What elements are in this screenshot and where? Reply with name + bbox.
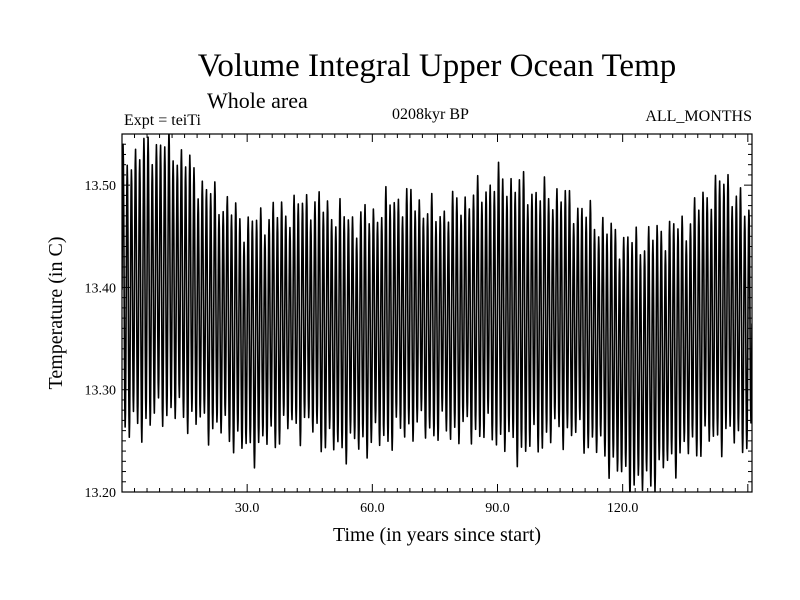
x-tick-label: 90.0 xyxy=(485,501,510,516)
chart-title: Volume Integral Upper Ocean Temp xyxy=(197,48,677,84)
x-axis-label: Time (in years since start) xyxy=(333,524,541,546)
x-tick-label: 60.0 xyxy=(360,501,385,516)
y-tick-label: 13.50 xyxy=(85,179,117,194)
y-tick-label: 13.30 xyxy=(85,384,117,399)
chart-subtitle: Whole area xyxy=(207,88,308,113)
y-axis-label: Temperature (in C) xyxy=(45,237,67,390)
plot-frame xyxy=(121,133,753,493)
y-tick-label: 13.20 xyxy=(85,486,117,501)
y-tick-label: 13.40 xyxy=(85,281,117,296)
series-line xyxy=(122,134,752,492)
period-label: 0208kyr BP xyxy=(392,106,469,123)
months-label: ALL_MONTHS xyxy=(645,108,752,125)
x-tick-label: 120.0 xyxy=(607,501,639,516)
x-tick-label: 30.0 xyxy=(235,501,260,516)
experiment-label: Expt = teiTi xyxy=(124,112,201,129)
